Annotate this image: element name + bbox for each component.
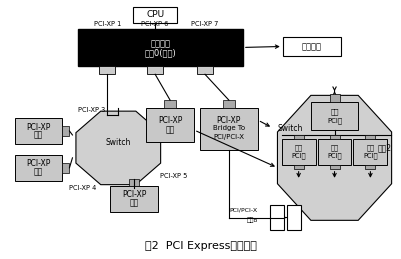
- Text: 总线2: 总线2: [377, 143, 391, 152]
- Bar: [129, 179, 139, 186]
- Bar: [270, 205, 284, 231]
- Text: PCI桥: PCI桥: [363, 153, 378, 159]
- Text: PCI-XP 4: PCI-XP 4: [69, 185, 97, 191]
- Text: 端点: 端点: [34, 167, 43, 176]
- Text: CPU: CPU: [146, 10, 164, 19]
- Bar: [63, 126, 69, 136]
- Text: PCI-XP: PCI-XP: [122, 190, 146, 199]
- Text: PCI-XP: PCI-XP: [26, 159, 51, 168]
- Bar: [99, 66, 115, 74]
- Bar: [79, 28, 243, 66]
- Bar: [330, 94, 340, 102]
- Bar: [223, 100, 235, 108]
- Text: 端点: 端点: [166, 126, 175, 134]
- Bar: [15, 118, 63, 144]
- Text: PCI-XP 1: PCI-XP 1: [94, 20, 121, 27]
- Bar: [330, 165, 340, 169]
- Text: PCI桥: PCI桥: [292, 153, 306, 159]
- Text: 虚拟: 虚拟: [330, 109, 339, 116]
- Text: 图2  PCI Express拓扑结构: 图2 PCI Express拓扑结构: [145, 241, 257, 251]
- Text: PCI-XP 5: PCI-XP 5: [160, 173, 188, 179]
- Text: Switch: Switch: [278, 124, 303, 133]
- Text: PCI/PCI-X: PCI/PCI-X: [230, 207, 258, 213]
- Bar: [110, 186, 158, 212]
- Bar: [287, 205, 301, 231]
- Bar: [164, 100, 176, 108]
- Text: PCI-XP: PCI-XP: [26, 123, 51, 132]
- Bar: [197, 66, 213, 74]
- Bar: [330, 135, 340, 139]
- Text: 总线8: 总线8: [247, 218, 258, 223]
- Bar: [365, 135, 375, 139]
- Bar: [63, 163, 69, 173]
- Bar: [353, 139, 387, 165]
- Text: PCI-XP: PCI-XP: [158, 116, 182, 125]
- Text: PCI/PCI-X: PCI/PCI-X: [213, 134, 244, 140]
- Text: 虚拟: 虚拟: [330, 145, 338, 151]
- Bar: [147, 66, 163, 74]
- Text: 主存储器: 主存储器: [302, 42, 322, 51]
- Text: Switch: Switch: [105, 138, 131, 147]
- Text: 根复合体: 根复合体: [151, 39, 171, 48]
- Text: 虚拟: 虚拟: [295, 145, 303, 151]
- Text: PCI-XP: PCI-XP: [217, 116, 241, 125]
- Text: PCI桥: PCI桥: [327, 118, 342, 124]
- Bar: [282, 139, 316, 165]
- Bar: [311, 102, 358, 130]
- Bar: [200, 108, 258, 150]
- Bar: [15, 155, 63, 181]
- Bar: [365, 165, 375, 169]
- Text: PCI-XP 3: PCI-XP 3: [79, 107, 106, 113]
- Text: PCI-XP 6: PCI-XP 6: [142, 20, 169, 27]
- Text: 总线0(内部): 总线0(内部): [145, 48, 176, 57]
- Polygon shape: [277, 95, 392, 220]
- Text: Bridge To: Bridge To: [213, 125, 245, 131]
- Polygon shape: [76, 111, 161, 185]
- Bar: [294, 165, 304, 169]
- Text: 端点: 端点: [130, 198, 139, 207]
- Text: PCI-XP 7: PCI-XP 7: [191, 20, 219, 27]
- Bar: [283, 37, 340, 56]
- Text: 端点: 端点: [34, 131, 43, 139]
- Bar: [133, 7, 177, 23]
- Bar: [294, 135, 304, 139]
- Text: PCI桥: PCI桥: [327, 153, 342, 159]
- Bar: [146, 108, 194, 142]
- Bar: [318, 139, 351, 165]
- Text: 虚拟: 虚拟: [367, 145, 375, 151]
